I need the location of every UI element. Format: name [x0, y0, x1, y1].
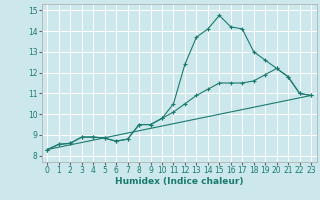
X-axis label: Humidex (Indice chaleur): Humidex (Indice chaleur)	[115, 177, 244, 186]
